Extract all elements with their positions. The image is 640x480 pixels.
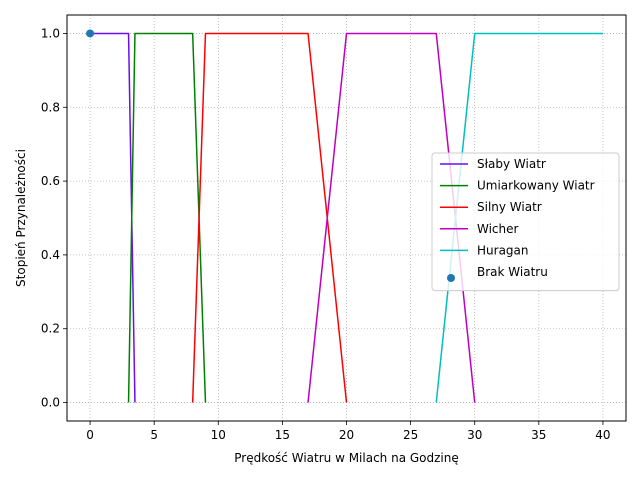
y-tick-label: 0.4	[41, 248, 60, 262]
legend-entry-label: Umiarkowany Wiatr	[477, 179, 595, 193]
y-tick-label: 1.0	[41, 26, 60, 40]
x-tick-label: 15	[275, 428, 290, 442]
legend-box	[431, 152, 620, 292]
legend-entry-label: Wicher	[477, 222, 519, 236]
x-tick-label: 0	[86, 428, 94, 442]
x-tick-label: 10	[211, 428, 226, 442]
x-tick-label: 20	[339, 428, 354, 442]
y-tick-label: 0.0	[41, 396, 60, 410]
x-tick-label: 5	[150, 428, 158, 442]
legend-entry-label: Brak Wiatru	[477, 265, 548, 279]
y-tick-label: 0.8	[41, 100, 60, 114]
legend: Słaby Wiatr Umiarkowany Wiatr Silny Wiatr W…	[431, 152, 620, 292]
ticks: 0 5 10 15 20 25 30 35 40 0.0 0.2 0.4 0.6 0.8 1.0	[41, 26, 611, 442]
legend-entry-label: Huragan	[477, 243, 529, 257]
y-tick-label: 0.2	[41, 322, 60, 336]
x-tick-label: 30	[467, 428, 482, 442]
y-axis-label: Stopień Przynależności	[14, 149, 28, 287]
x-tick-label: 40	[595, 428, 610, 442]
x-tick-label: 35	[531, 428, 546, 442]
legend-entry-label: Słaby Wiatr	[477, 157, 546, 171]
series-line-1	[90, 32, 136, 403]
series-line-3	[191, 32, 348, 403]
legend-entry-label: Silny Wiatr	[477, 200, 542, 214]
x-axis-label: Prędkość Wiatru w Milach na Godzinę	[234, 451, 459, 465]
scatter-point	[86, 29, 95, 38]
x-tick-label: 25	[403, 428, 418, 442]
legend-swatch	[447, 274, 455, 282]
y-tick-label: 0.6	[41, 174, 60, 188]
